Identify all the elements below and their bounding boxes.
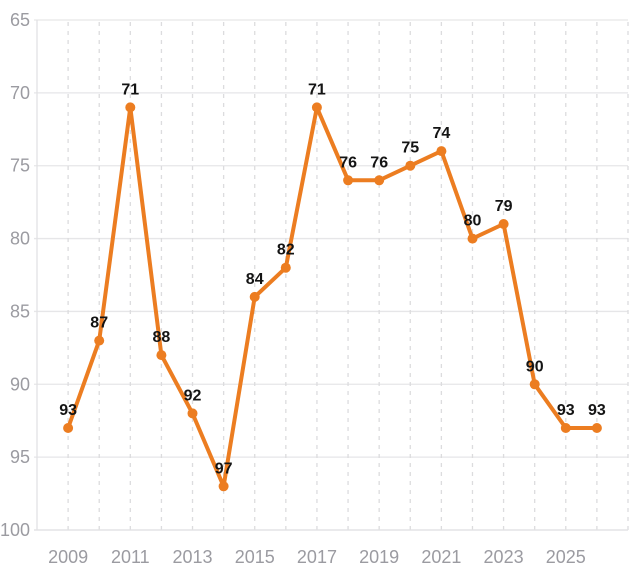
data-point-marker <box>467 233 478 244</box>
data-point-label: 71 <box>121 81 139 98</box>
y-axis-labels: 65 70 75 80 85 90 95 100 <box>0 10 30 540</box>
data-point-marker <box>125 102 136 113</box>
data-point-label: 76 <box>339 154 357 171</box>
y-tick-label: 65 <box>10 10 30 30</box>
y-tick-label: 80 <box>10 229 30 249</box>
data-point-label: 76 <box>370 154 388 171</box>
y-tick-label: 85 <box>10 301 30 321</box>
data-point-marker <box>94 335 105 346</box>
data-point-marker <box>63 423 74 433</box>
x-tick-label: 2017 <box>297 547 337 567</box>
data-point-label: 74 <box>433 125 451 142</box>
x-tick-label: 2023 <box>484 547 524 567</box>
data-point-label: 84 <box>246 271 264 288</box>
data-point-label: 90 <box>526 358 544 375</box>
y-tick-label: 75 <box>10 156 30 176</box>
trend-line <box>66 105 599 489</box>
axis-lines <box>34 20 628 531</box>
data-point-labels: 93 87 71 88 92 97 84 82 71 76 76 75 74 80 79 90 93 93 <box>59 81 606 477</box>
data-point-label: 79 <box>495 198 513 215</box>
data-point-marker <box>311 102 322 113</box>
data-point-label: 80 <box>464 213 482 230</box>
x-tick-label: 2025 <box>546 547 586 567</box>
data-point-label: 82 <box>277 242 295 259</box>
data-point-label: 93 <box>59 402 77 419</box>
data-point-marker <box>560 423 571 433</box>
data-point-label: 93 <box>588 402 606 419</box>
data-point-marker <box>498 219 509 229</box>
y-tick-label: 95 <box>10 447 30 467</box>
trend-polyline <box>66 105 599 489</box>
data-point-marker <box>374 175 385 186</box>
data-point-marker <box>280 262 291 273</box>
x-tick-label: 2021 <box>421 547 461 567</box>
data-point-marker <box>218 481 229 492</box>
data-point-marker <box>249 291 260 302</box>
data-point-marker <box>591 423 602 433</box>
data-point-label: 87 <box>90 315 108 332</box>
x-tick-label: 2013 <box>173 547 213 567</box>
data-point-marker <box>343 175 354 186</box>
x-tick-label: 2015 <box>235 547 275 567</box>
data-point-label: 97 <box>215 460 233 477</box>
y-tick-label: 90 <box>10 374 30 394</box>
horizontal-gridlines <box>34 19 628 531</box>
data-point-label: 71 <box>308 81 326 98</box>
data-point-marker <box>156 350 167 361</box>
x-tick-label: 2011 <box>111 547 150 567</box>
data-point-marker <box>529 379 540 390</box>
y-tick-label: 70 <box>10 83 30 103</box>
x-tick-label: 2019 <box>359 547 399 567</box>
x-axis-labels: 2009 2011 2013 2015 2017 2019 2021 2023 2025 <box>48 547 586 567</box>
data-point-marker <box>405 160 416 171</box>
data-point-label: 93 <box>557 402 575 419</box>
data-point-label: 92 <box>184 387 202 404</box>
data-points <box>63 102 602 492</box>
data-point-label: 75 <box>401 140 419 157</box>
y-tick-label: 100 <box>0 520 30 540</box>
x-tick-label: 2009 <box>48 547 88 567</box>
data-point-marker <box>436 146 447 157</box>
data-point-label: 88 <box>153 329 171 346</box>
data-point-marker <box>187 408 198 419</box>
